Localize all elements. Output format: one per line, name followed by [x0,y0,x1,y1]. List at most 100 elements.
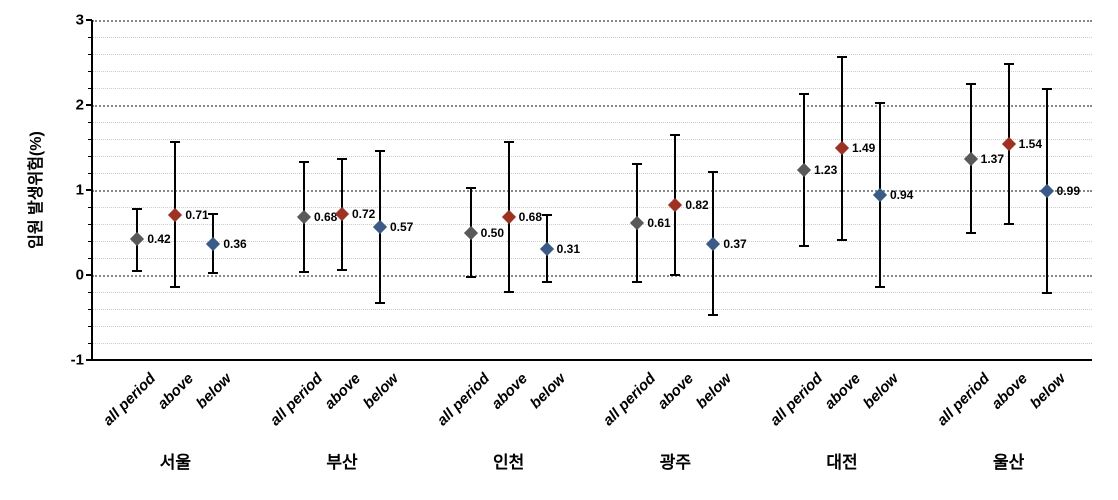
data-label: 1.37 [981,152,1004,166]
city-label: 인천 [493,448,524,473]
data-marker [206,237,220,251]
error-cap [632,163,642,165]
data-label: 0.37 [723,237,746,251]
error-cap [299,161,309,163]
plot-area: 0.42 0.71 0.36 0.68 0.72 0.57 0.50 0.68 0.31 0.61… [92,20,1092,360]
ytick-label: 0 [76,267,84,284]
error-cap [299,271,309,273]
data-label: 0.94 [890,188,913,202]
data-label: 0.36 [223,237,246,251]
data-label: 0.72 [352,207,375,221]
gridline-minor [92,54,1092,55]
gridline-minor [92,258,1092,259]
error-cap [132,270,142,272]
error-cap [837,56,847,58]
gridline-minor [92,326,1092,327]
data-marker [540,242,554,256]
error-cap [375,150,385,152]
ytick-label: 3 [76,12,84,29]
data-marker [964,151,978,165]
error-cap [337,269,347,271]
gridline-major [92,105,1092,107]
data-label: 0.50 [481,226,504,240]
data-label: 0.31 [557,242,580,256]
error-cap [504,141,514,143]
error-cap [1004,63,1014,65]
gridline-minor [92,343,1092,344]
gridline-minor [92,173,1092,174]
data-marker [130,232,144,246]
gridline-minor [92,207,1092,208]
gridline-minor [92,224,1092,225]
error-cap [504,291,514,293]
data-marker [835,141,849,155]
gridline-minor [92,139,1092,140]
city-label: 광주 [660,448,691,473]
data-label: 0.71 [185,208,208,222]
error-cap [837,239,847,241]
city-label: 울산 [993,448,1024,473]
error-cap [708,314,718,316]
data-label: 1.23 [814,163,837,177]
y-axis-title: 입원 발생위험(%) [22,131,46,249]
error-cap [375,302,385,304]
error-cap [208,213,218,215]
error-cap [170,141,180,143]
error-cap [542,281,552,283]
data-marker [668,198,682,212]
ytick-label: 1 [76,182,84,199]
data-marker [502,210,516,224]
ytick-label: -1 [71,352,84,369]
city-label: 대전 [826,448,857,473]
error-cap [632,281,642,283]
gridline-major [92,190,1092,192]
data-marker [630,216,644,230]
data-marker [464,225,478,239]
error-cap [542,214,552,216]
error-cap [1042,292,1052,294]
gridline-minor [92,88,1092,89]
chart-container: 입원 발생위험(%) 0.420.710.360.680.720.570.500… [0,0,1118,500]
error-cap [466,187,476,189]
data-label: 0.68 [314,210,337,224]
data-marker [168,208,182,222]
data-label: 0.61 [647,216,670,230]
data-marker [1040,184,1054,198]
y-axis [91,20,93,360]
error-cap [1042,88,1052,90]
x-axis [92,359,1092,361]
data-label: 0.82 [685,198,708,212]
gridline-major [92,20,1092,22]
error-cap [670,134,680,136]
data-label: 1.54 [1019,137,1042,151]
error-cap [966,232,976,234]
gridline-major [92,275,1092,277]
error-cap [799,93,809,95]
data-label: 0.68 [519,210,542,224]
error-cap [337,158,347,160]
data-marker [706,236,720,250]
error-cap [208,272,218,274]
city-label: 부산 [326,448,357,473]
data-marker [373,219,387,233]
ytick-label: 2 [76,97,84,114]
data-label: 0.42 [147,232,170,246]
error-cap [1004,223,1014,225]
gridline-minor [92,309,1092,310]
gridline-minor [92,156,1092,157]
data-label: 0.57 [390,220,413,234]
error-cap [875,102,885,104]
gridline-minor [92,122,1092,123]
error-cap [875,286,885,288]
error-cap [966,83,976,85]
error-cap [708,171,718,173]
gridline-minor [92,71,1092,72]
error-cap [132,208,142,210]
data-marker [297,210,311,224]
gridline-minor [92,37,1092,38]
city-label: 서울 [160,448,191,473]
data-label: 0.99 [1057,184,1080,198]
error-cap [466,276,476,278]
data-marker [797,163,811,177]
error-cap [670,274,680,276]
